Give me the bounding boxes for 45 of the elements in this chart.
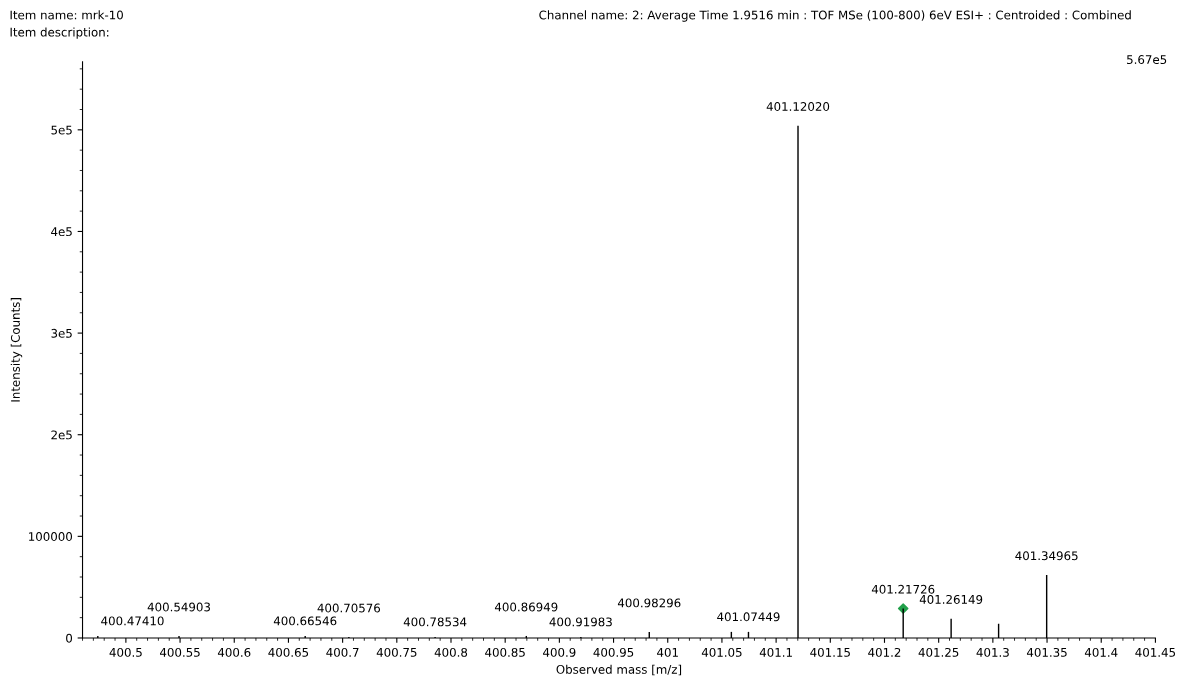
y-tick-label: 5e5 (51, 125, 72, 135)
annotation: 400.78534 (403, 617, 467, 627)
annotation: 400.66546 (273, 616, 337, 626)
annotation: 401.21726 (871, 584, 935, 594)
y-tick-label: 3e5 (51, 328, 72, 338)
y-tick-label: 4e5 (51, 227, 72, 237)
x-tick-label: 400.55 (159, 647, 200, 657)
x-tick-label: 400.85 (485, 647, 525, 657)
annotation: 401.26149 (919, 594, 983, 604)
annotation: 400.98296 (617, 598, 681, 608)
y-tick-label: 100000 (29, 532, 73, 541)
x-tick-label: 401.05 (701, 647, 742, 657)
x-tick-label: 401.45 (1135, 647, 1176, 657)
x-tick-label: 401.1 (759, 647, 792, 657)
y-axis-title: Intensity [Counts] (10, 298, 23, 402)
x-tick-label: 400.75 (376, 647, 417, 657)
annotation: 401.34965 (1015, 551, 1078, 561)
annotation: 400.86949 (494, 602, 558, 612)
x-tick-label: 401.15 (810, 647, 850, 657)
x-tick-label: 401.4 (1084, 647, 1118, 657)
x-tick-label: 400.95 (593, 647, 634, 657)
annotation: 400.54903 (147, 602, 210, 612)
x-tick-label: 400.6 (217, 647, 251, 657)
x-tick-label: 401.3 (976, 647, 1009, 657)
x-tick-label: 401.35 (1026, 647, 1067, 657)
text: Item name: mrk-10 (10, 10, 123, 20)
annotation: 5.67e5 (1127, 55, 1167, 65)
annotation: 401.12020 (766, 102, 830, 111)
annotation: 400.47410 (101, 616, 164, 626)
annotation: 400.91983 (549, 617, 612, 627)
text: Channel name: 2: Average Time 1.9516 min : TOF MSe (100-800) 6eV ESI+ : Centroided : Combined (539, 10, 1131, 22)
x-tick-label: 401.2 (868, 647, 901, 657)
x-tick-label: 401.25 (918, 647, 959, 657)
x-tick-label: 400.5 (109, 647, 142, 657)
x-tick-label: 401 (657, 647, 678, 657)
y-tick-label: 2e5 (51, 430, 72, 440)
x-tick-label: 400.7 (326, 647, 359, 657)
x-tick-label: 400.65 (268, 647, 309, 657)
x-tick-label: 400.8 (434, 647, 468, 657)
annotation: 400.70576 (317, 603, 381, 613)
y-tick-label: 0 (66, 633, 73, 643)
x-tick-label: 400.9 (543, 647, 576, 657)
text: Item description: (10, 27, 109, 39)
x-axis-title: Observed mass [m/z] (556, 664, 682, 676)
annotation: 401.07449 (717, 612, 780, 622)
